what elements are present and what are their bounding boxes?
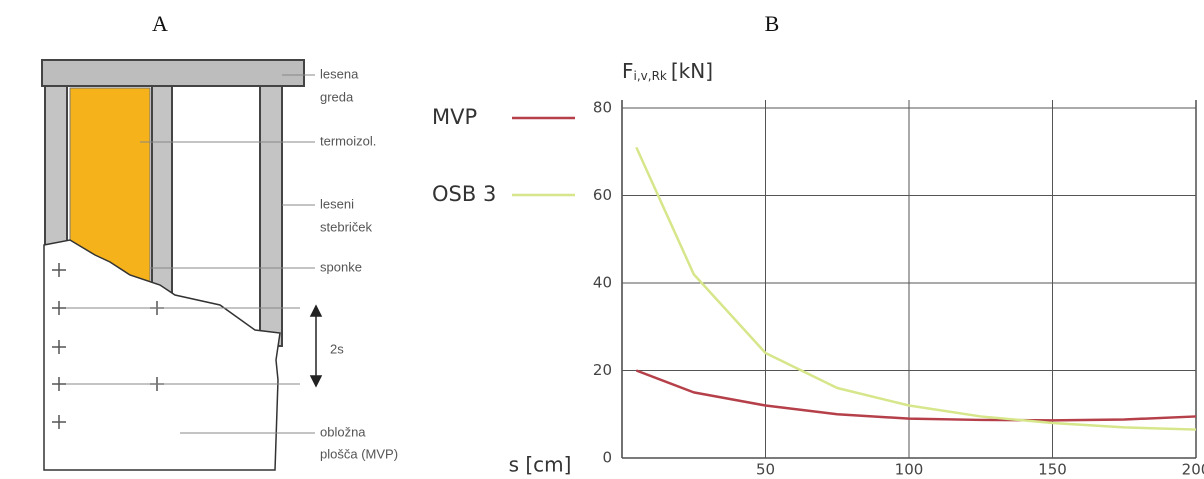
x-tick-label: 150	[1038, 461, 1067, 479]
y-tick-label: 0	[602, 449, 612, 467]
x-tick-label: 200	[1182, 461, 1204, 479]
y-label-unit: [kN]	[671, 59, 713, 83]
y-label-sub: i,v,Rk	[634, 69, 667, 83]
diagram-label: sponke	[320, 259, 362, 274]
diagram-label: termoizol.	[320, 133, 376, 148]
y-tick-label: 80	[593, 99, 612, 117]
diagram-label: stebriček	[320, 219, 373, 234]
dimension-arrow	[309, 304, 323, 388]
diagram-label: lesena	[320, 66, 359, 81]
series-line	[635, 146, 1197, 431]
leader-lines	[66, 74, 315, 434]
diagram-label: greda	[320, 89, 354, 104]
wall-diagram: lesena greda termoizol. leseni stebriček…	[41, 59, 398, 471]
y-label-main: F	[622, 59, 634, 83]
diagram-label: plošča (MVP)	[320, 446, 398, 461]
panel-label: A	[152, 11, 168, 36]
y-tick-label: 40	[593, 274, 612, 292]
panel-label: B	[765, 11, 780, 36]
x-tick-label: 50	[756, 461, 775, 479]
board	[43, 239, 281, 471]
legend-label: MVP	[432, 105, 477, 129]
legend-label: OSB 3	[432, 182, 496, 206]
y-axis-label: Fi,v,Rk [kN]	[622, 59, 713, 83]
x-tick-label: 100	[895, 461, 924, 479]
y-tick-label: 60	[593, 186, 612, 204]
beam	[41, 59, 305, 87]
diagram-label: leseni	[320, 196, 354, 211]
x-axis-label: s [cm]	[509, 453, 572, 477]
series-line	[635, 369, 1197, 422]
stud	[259, 85, 283, 347]
diagram-label: obložna	[320, 424, 366, 439]
diagram-label: 2s	[330, 341, 344, 356]
y-tick-label: 20	[593, 361, 612, 379]
